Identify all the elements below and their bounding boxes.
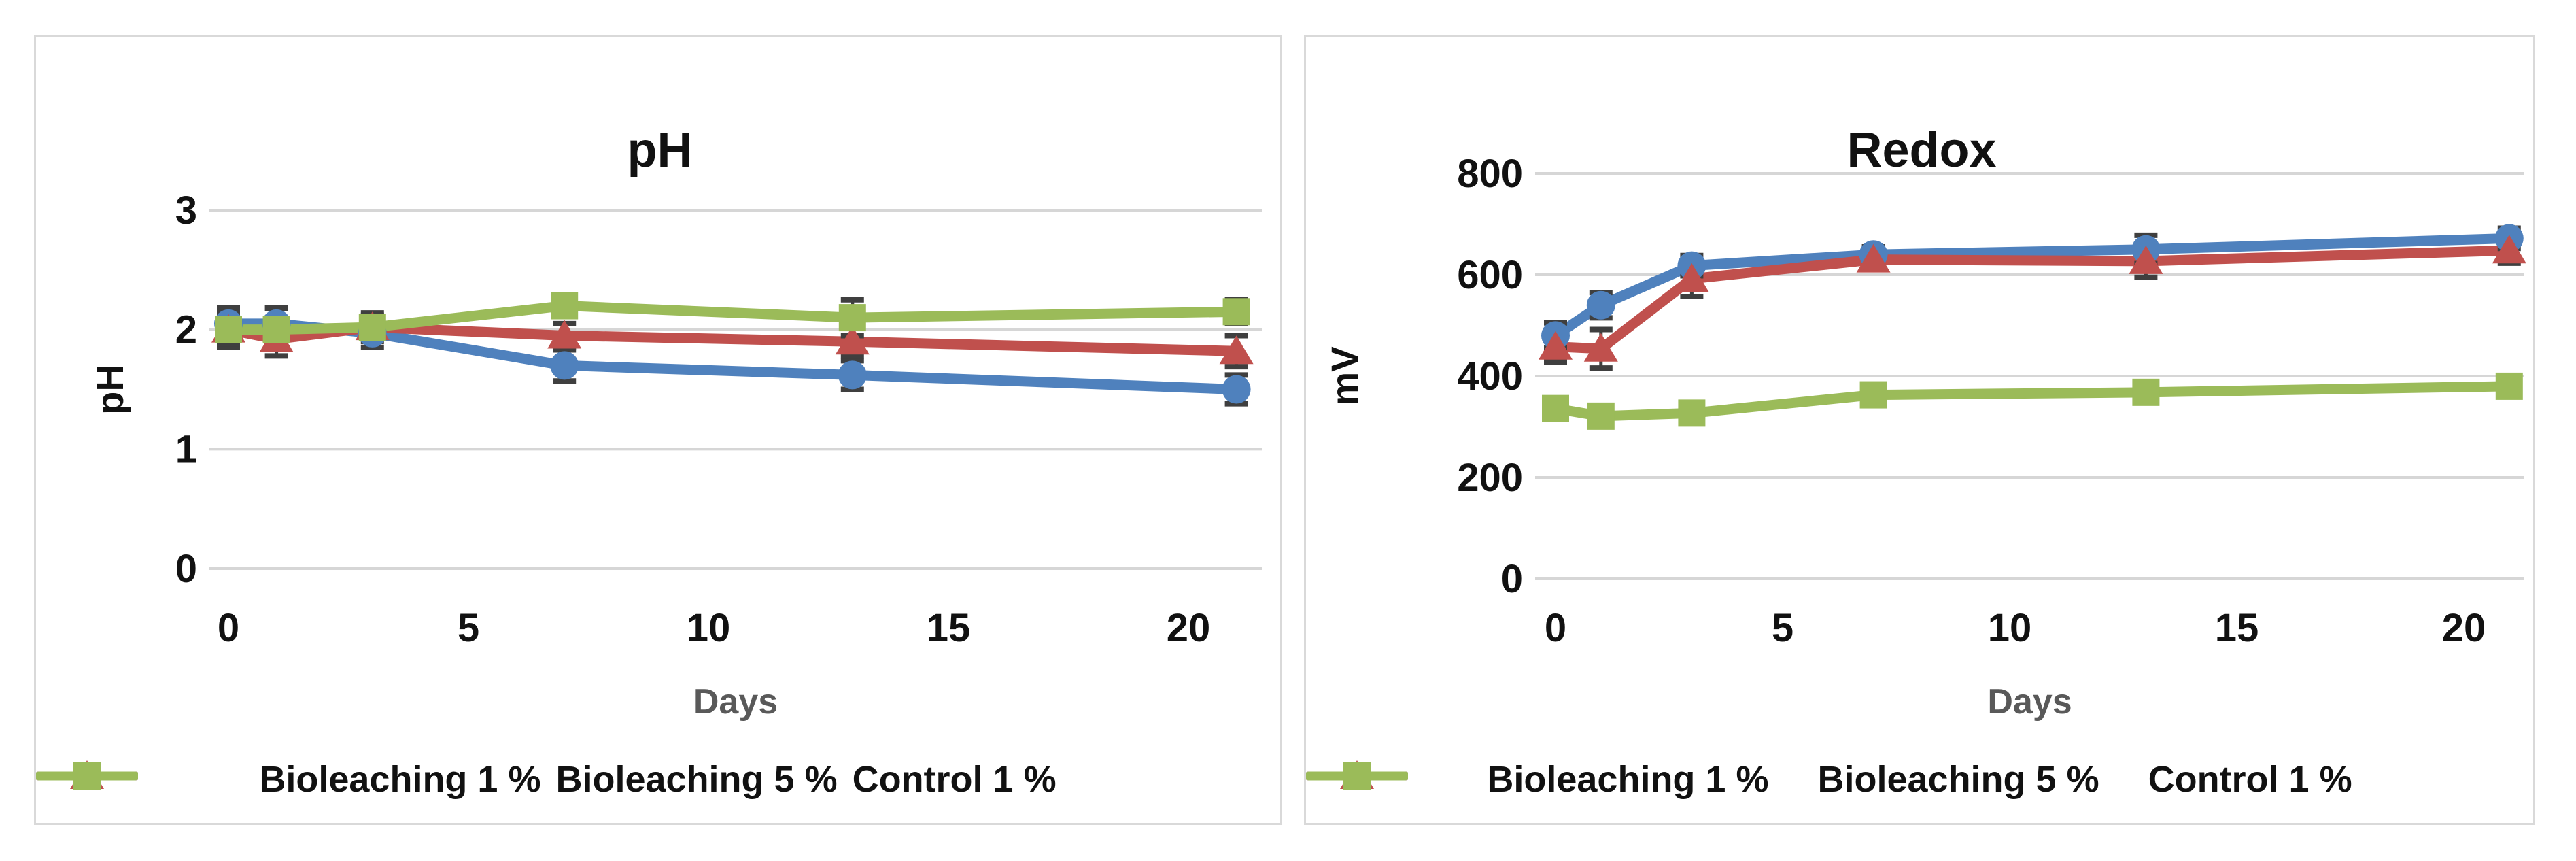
y-tick-label: 600 <box>1457 253 1523 297</box>
data-point-marker <box>2129 245 2163 274</box>
x-tick-label: 20 <box>2442 606 2486 650</box>
data-point-marker <box>215 316 242 343</box>
data-point-marker <box>1678 399 1706 427</box>
y-axis-label: mV <box>1323 346 1366 405</box>
square-legend-marker-icon <box>1306 762 1408 790</box>
data-point-marker <box>835 326 870 355</box>
data-point-marker <box>1219 335 1254 365</box>
data-point-marker <box>1222 375 1251 404</box>
square-legend-marker-icon <box>36 762 138 790</box>
data-point-marker <box>1542 394 1569 422</box>
legend-marker-shape <box>73 762 101 790</box>
x-axis-label: Days <box>1987 682 2072 722</box>
ph-chart-panel: 0 1 2 3 0 5 10 15 20 pH pH Days Bioleaching 1 % Biol… <box>34 35 1282 825</box>
redox-chart-panel: 0 200 400 600 800 0 5 10 15 20 Redox mV Days Bioleac… <box>1304 35 2535 825</box>
data-point-marker <box>1222 298 1250 326</box>
data-point-marker <box>1539 331 1573 360</box>
redox-chart-svg: 0 200 400 600 800 0 5 10 15 20 Redox mV Days <box>1323 123 2526 722</box>
x-tick-label: 0 <box>1545 606 1566 650</box>
data-point-marker <box>1587 402 1615 430</box>
data-point-marker <box>262 316 290 343</box>
data-point-marker <box>358 314 386 341</box>
legend-label: Bioleaching 5 % <box>1817 759 2099 800</box>
redox-chart-legend: Bioleaching 1 % Bioleaching 5 % Control 1 … <box>1306 758 2533 800</box>
y-tick-label: 0 <box>1501 557 1523 601</box>
data-point-marker <box>838 360 867 390</box>
x-tick-label: 5 <box>1772 606 1793 650</box>
legend-marker-shape <box>1343 762 1371 790</box>
y-tick-label: 400 <box>1457 354 1523 399</box>
ph-chart-svg: 0 1 2 3 0 5 10 15 20 pH pH Days <box>88 123 1262 722</box>
y-tick-label: 1 <box>175 427 197 471</box>
legend-item-bioleaching-1-: Bioleaching 1 % <box>1306 758 1769 800</box>
chart-title: pH <box>628 123 693 178</box>
legend-label: Bioleaching 1 % <box>259 759 541 800</box>
data-point-marker <box>1856 243 1891 273</box>
legend-label: Bioleaching 5 % <box>555 759 838 800</box>
y-tick-label: 0 <box>175 547 197 591</box>
y-tick-label: 200 <box>1457 456 1523 500</box>
data-point-marker <box>838 304 866 332</box>
x-tick-label: 15 <box>927 606 971 650</box>
x-tick-label: 0 <box>218 606 239 650</box>
data-point-marker <box>547 320 582 349</box>
x-tick-label: 10 <box>1988 606 2032 650</box>
ph-chart-legend: Bioleaching 1 % Bioleaching 5 % Control 1 … <box>36 758 1280 800</box>
legend-label: Control 1 % <box>2148 759 2352 800</box>
legend-item-control-1-: Control 1 % <box>1306 758 2352 800</box>
legend-item-control-1-: Control 1 % <box>36 758 1057 800</box>
data-point-marker <box>2132 378 2160 406</box>
legend-item-bioleaching-5-: Bioleaching 5 % <box>36 758 838 800</box>
chart-title: Redox <box>1847 123 1996 178</box>
x-axis-label: Days <box>693 682 778 722</box>
data-point-marker <box>1859 381 1887 409</box>
data-point-marker <box>2495 372 2523 400</box>
legend-label: Control 1 % <box>852 759 1057 800</box>
legend-label: Bioleaching 1 % <box>1487 759 1769 800</box>
data-point-marker <box>551 292 579 320</box>
data-point-marker <box>1583 333 1618 362</box>
x-tick-label: 20 <box>1167 606 1211 650</box>
legend-item-bioleaching-1-: Bioleaching 1 % <box>36 758 541 800</box>
x-tick-label: 5 <box>458 606 479 650</box>
data-point-marker <box>2492 235 2526 264</box>
y-tick-label: 2 <box>175 308 197 352</box>
y-axis-label: pH <box>88 364 131 415</box>
data-point-marker <box>1675 263 1709 292</box>
x-tick-label: 10 <box>687 606 731 650</box>
y-tick-label: 800 <box>1457 152 1523 196</box>
data-point-marker <box>550 351 579 380</box>
y-tick-label: 3 <box>175 188 197 233</box>
x-tick-label: 15 <box>2215 606 2259 650</box>
legend-item-bioleaching-5-: Bioleaching 5 % <box>1306 758 2099 800</box>
data-point-marker <box>1586 290 1615 320</box>
